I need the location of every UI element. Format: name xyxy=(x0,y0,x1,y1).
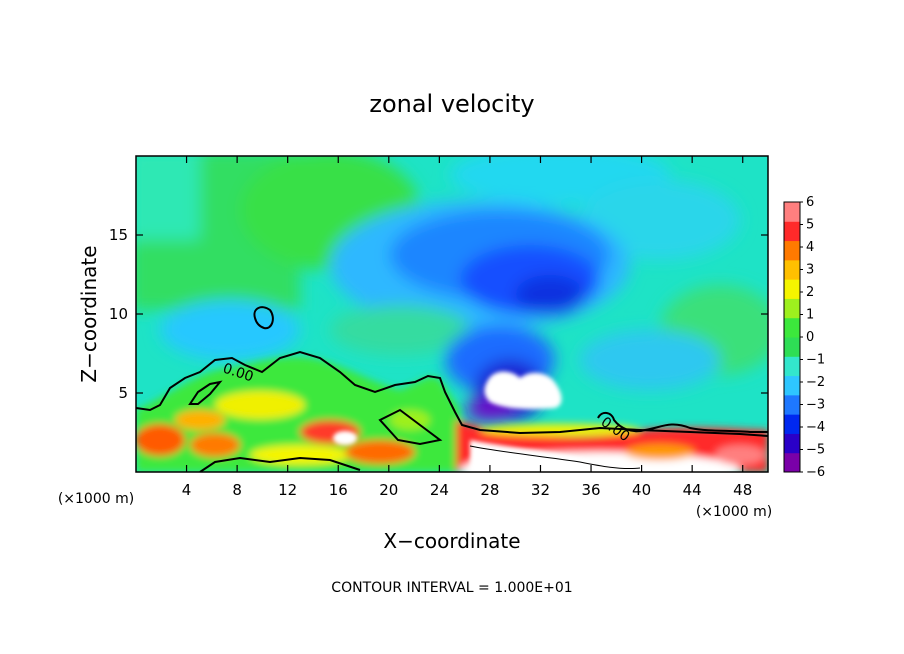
x-tick-label: 12 xyxy=(278,481,297,499)
colorbar-tick-label: 1 xyxy=(806,308,814,323)
y-axis-ticks: 5 10 15 xyxy=(109,226,768,402)
colorbar-swatch xyxy=(784,394,800,415)
colorbar-swatch xyxy=(784,452,800,473)
x-unit-right: (×1000 m) xyxy=(696,504,772,520)
y-tick-label: 10 xyxy=(109,305,128,323)
contour-interval-note: CONTOUR INTERVAL = 1.000E+01 xyxy=(331,580,572,596)
x-tick-label: 20 xyxy=(379,481,398,499)
y-tick-label: 5 xyxy=(118,384,128,402)
x-tick-label: 32 xyxy=(531,481,550,499)
colorbar-swatch xyxy=(784,317,800,338)
colorbar-tick-label: 5 xyxy=(806,218,814,233)
zero-contour-right xyxy=(597,412,768,433)
x-tick-label: 36 xyxy=(581,481,600,499)
colorbar-swatch xyxy=(784,356,800,377)
colorbar-swatch xyxy=(784,221,800,242)
colorbar-tick-label: 4 xyxy=(806,240,814,255)
x-tick-label: 44 xyxy=(683,481,702,499)
x-unit-left: (×1000 m) xyxy=(58,491,134,507)
colorbar-tick-label: 2 xyxy=(806,285,814,300)
zero-contour-main xyxy=(136,350,768,437)
colorbar-tick-label: −4 xyxy=(806,420,825,435)
colorbar-swatch xyxy=(784,279,800,299)
colorbar-tick-label: −2 xyxy=(806,375,825,390)
zero-contour-left-loop xyxy=(188,380,223,405)
y-tick-label: 15 xyxy=(109,226,128,244)
field-soft-regions xyxy=(136,156,768,422)
colorbar-swatch xyxy=(784,375,800,396)
x-axis-label: X−coordinate xyxy=(383,529,520,553)
zero-contour-upper-loop xyxy=(253,306,274,330)
x-tick-label: 8 xyxy=(232,481,242,499)
colorbar-tick-label: −1 xyxy=(806,353,825,368)
colorbar-tick-label: 0 xyxy=(806,330,814,345)
colorbar-tick-label: 3 xyxy=(806,263,814,278)
colorbar-swatch xyxy=(784,337,800,357)
y-axis-label: Z−coordinate xyxy=(77,245,101,382)
colorbar-swatch xyxy=(784,433,800,454)
colorbar-swatch xyxy=(784,202,800,222)
x-tick-label: 24 xyxy=(430,481,449,499)
colorbar-tick-label: −5 xyxy=(806,443,825,458)
x-tick-label: 40 xyxy=(632,481,651,499)
x-tick-label: 4 xyxy=(182,481,192,499)
colorbar-swatch xyxy=(784,259,800,280)
x-tick-label: 28 xyxy=(480,481,499,499)
colorbar-swatch xyxy=(784,414,800,434)
x-tick-label: 48 xyxy=(733,481,752,499)
x-tick-label: 16 xyxy=(329,481,348,499)
heatmap-field xyxy=(136,156,768,472)
colorbar-swatch xyxy=(784,240,800,261)
x-axis-ticks: 4 8 12 16 20 24 28 32 36 40 44 48 xyxy=(182,156,752,499)
contour-lines xyxy=(136,306,768,472)
colorbar-tick-label: −6 xyxy=(806,465,825,480)
chart-title: zonal velocity xyxy=(369,90,534,118)
zero-contour-thin xyxy=(469,445,641,469)
colorbar: 6 5 4 3 2 1 0 −1 −2 −3 −4 −5 −6 xyxy=(783,195,825,480)
colorbar-tick-label: 6 xyxy=(806,195,814,210)
zero-contour-triangle xyxy=(378,408,443,446)
colorbar-tick-label: −3 xyxy=(806,398,825,413)
zero-contour-lower xyxy=(199,456,361,472)
colorbar-swatch xyxy=(784,298,800,319)
